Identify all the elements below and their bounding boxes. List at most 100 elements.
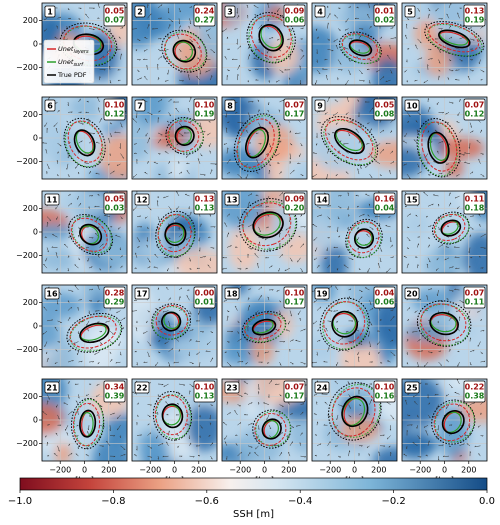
panel-id: 1 (47, 8, 53, 17)
score-surf: 0.08 (375, 110, 395, 119)
colorbar-tick-label: −0.8 (101, 496, 125, 507)
ssh-blob (267, 5, 285, 21)
x-tick-label: 0 (172, 466, 177, 475)
panel: 5 0.130.19 (402, 0, 488, 85)
y-tick-label: 200 (23, 392, 38, 401)
score-layers: 0.10 (375, 383, 395, 392)
colorbar-tick-label: −0.4 (288, 496, 312, 507)
y-tick-label: −200 (16, 63, 38, 72)
score-surf: 0.17 (285, 392, 305, 401)
legend-base: Unet (58, 58, 74, 66)
x-tick-label: −200 (409, 466, 431, 475)
score-surf: 0.38 (465, 392, 485, 401)
score-layers: 0.04 (375, 289, 395, 298)
score-layers: 0.28 (105, 289, 125, 298)
score-layers: 0.00 (195, 289, 215, 298)
x-tick-label: 0 (82, 466, 87, 475)
panel-id: 18 (226, 290, 238, 299)
score-surf: 0.19 (465, 16, 485, 25)
panel-id: 22 (136, 384, 147, 393)
ssh-blob (275, 309, 293, 339)
score-surf: 0.12 (105, 110, 125, 119)
y-tick-label: 0 (33, 134, 38, 143)
ssh-blob (395, 432, 435, 459)
panel-field (402, 175, 500, 288)
y-tick-label: 200 (23, 204, 38, 213)
score-surf: 0.07 (105, 16, 125, 25)
score-layers: 0.05 (375, 101, 395, 110)
panel-id: 12 (136, 196, 147, 205)
panel: 19 0.040.06 (303, 266, 417, 383)
score-layers: 0.10 (195, 383, 215, 392)
score-layers: 0.13 (465, 7, 485, 16)
score-layers: 0.07 (465, 101, 485, 110)
score-layers: 0.13 (195, 195, 215, 204)
score-layers: 0.09 (285, 7, 305, 16)
panel-id: 15 (406, 196, 418, 205)
legend-sub: layers (73, 49, 89, 55)
y-tick-label: 200 (23, 298, 38, 307)
colorbar-tick-label: −0.6 (195, 496, 219, 507)
x-tick-label: −200 (49, 466, 71, 475)
y-tick-label: −200 (16, 439, 38, 448)
panel-id: 20 (406, 290, 418, 299)
score-surf: 0.06 (285, 16, 305, 25)
colorbar-tick-label: 0.0 (479, 496, 495, 507)
y-tick-label: 0 (33, 322, 38, 331)
score-layers: 0.34 (105, 383, 125, 392)
panel-id: 17 (136, 290, 147, 299)
ssh-blob (223, 88, 249, 139)
score-layers: 0.05 (105, 195, 125, 204)
score-surf: 0.03 (105, 204, 125, 213)
panel-field (115, 0, 237, 98)
x-tick-label: 200 (461, 466, 476, 475)
x-tick-label: −200 (229, 466, 251, 475)
x-tick-label: 0 (442, 466, 447, 475)
x-tick-label: −200 (139, 466, 161, 475)
panel-id: 25 (406, 384, 418, 393)
score-surf: 0.11 (465, 298, 485, 307)
ssh-blob (61, 189, 108, 217)
panel-id: 19 (316, 290, 328, 299)
panel-id: 4 (317, 8, 323, 17)
score-layers: 0.05 (105, 7, 125, 16)
score-layers: 0.22 (465, 383, 485, 392)
score-surf: 0.18 (465, 204, 485, 213)
panel-id: 5 (407, 8, 413, 17)
ssh-blob (424, 258, 452, 277)
y-tick-label: 200 (23, 16, 38, 25)
colorbar-tick-label: −0.2 (381, 496, 405, 507)
colorbar (20, 478, 487, 490)
score-layers: 0.10 (285, 289, 305, 298)
ssh-blob (23, 403, 64, 434)
panel-field (302, 77, 418, 201)
score-surf: 0.27 (195, 16, 215, 25)
legend-base: True PDF (57, 71, 87, 79)
y-tick-label: 0 (33, 416, 38, 425)
panel-id: 14 (316, 196, 328, 205)
score-surf: 0.06 (375, 298, 395, 307)
ssh-blob (64, 414, 90, 433)
score-surf: 0.13 (195, 392, 215, 401)
panel-id: 23 (226, 384, 237, 393)
score-surf: 0.04 (375, 204, 395, 213)
